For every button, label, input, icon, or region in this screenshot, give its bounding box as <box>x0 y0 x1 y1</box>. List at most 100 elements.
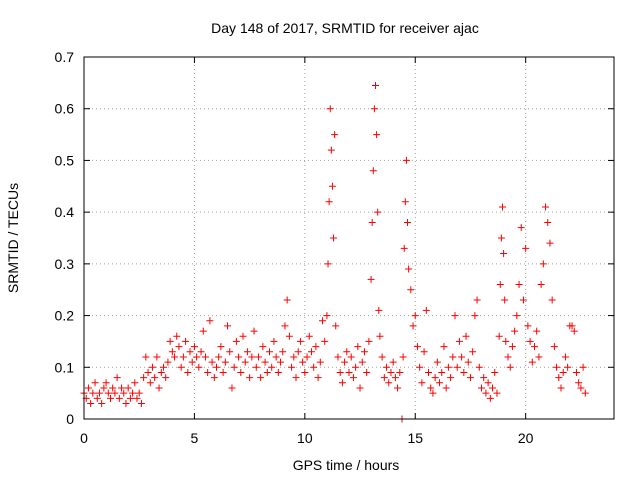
data-point <box>517 224 525 232</box>
data-point <box>254 353 262 361</box>
data-point <box>237 368 245 376</box>
data-point <box>564 363 572 371</box>
data-point <box>363 368 371 376</box>
data-point <box>504 353 512 361</box>
data-point <box>326 105 334 113</box>
data-point <box>292 374 300 382</box>
data-point <box>380 374 388 382</box>
data-point <box>436 379 444 387</box>
data-point <box>506 363 514 371</box>
data-point <box>217 343 225 351</box>
data-point <box>197 348 205 356</box>
data-point <box>400 244 408 252</box>
data-point <box>281 322 289 330</box>
data-point <box>515 281 523 289</box>
data-point <box>201 353 209 361</box>
data-point <box>511 327 519 335</box>
data-point <box>133 394 141 402</box>
data-point <box>301 368 309 376</box>
data-point <box>252 363 260 371</box>
data-point <box>243 348 251 356</box>
data-point <box>539 260 547 268</box>
data-point <box>349 374 357 382</box>
data-point <box>460 368 468 376</box>
data-point <box>413 343 421 351</box>
data-point <box>486 394 494 402</box>
data-point <box>113 374 121 382</box>
data-point <box>438 368 446 376</box>
data-point <box>248 353 256 361</box>
data-point <box>451 312 459 320</box>
data-point <box>399 353 407 361</box>
data-point <box>409 322 417 330</box>
data-point <box>501 296 509 304</box>
data-point <box>299 358 307 366</box>
data-point <box>241 358 249 366</box>
y-tick-label: 0.5 <box>55 152 75 168</box>
data-point <box>142 353 150 361</box>
data-point <box>263 368 271 376</box>
data-point <box>268 363 276 371</box>
data-point <box>542 203 550 211</box>
data-point <box>374 208 382 216</box>
data-point <box>522 244 530 252</box>
x-axis-label: GPS time / hours <box>293 457 400 473</box>
data-point <box>146 379 154 387</box>
data-point <box>87 399 95 407</box>
data-point <box>352 363 360 371</box>
data-point <box>449 353 457 361</box>
data-point <box>175 343 183 351</box>
data-point <box>155 384 163 392</box>
data-point <box>272 353 280 361</box>
data-point <box>107 394 114 402</box>
data-point <box>429 389 437 397</box>
data-point <box>535 353 543 361</box>
data-point <box>493 389 501 397</box>
data-point <box>296 337 304 345</box>
data-point <box>118 384 126 392</box>
data-point <box>173 332 181 340</box>
data-point <box>104 389 112 397</box>
data-point <box>208 358 216 366</box>
data-point <box>109 384 117 392</box>
data-point <box>431 374 439 382</box>
data-point <box>548 296 556 304</box>
data-point <box>310 363 318 371</box>
data-point <box>427 384 435 392</box>
data-point <box>546 239 554 247</box>
data-point <box>206 317 214 325</box>
data-point <box>495 332 503 340</box>
grid <box>84 57 614 419</box>
data-point <box>323 312 331 320</box>
data-series-srmtid <box>80 81 589 423</box>
data-point <box>330 234 338 242</box>
data-point <box>266 348 273 356</box>
data-point <box>383 363 391 371</box>
data-point <box>168 348 176 356</box>
data-point <box>102 379 110 387</box>
data-point <box>407 286 415 294</box>
data-point <box>341 358 349 366</box>
data-point <box>347 353 355 361</box>
data-point <box>84 384 92 392</box>
data-point <box>131 379 139 387</box>
data-point <box>290 353 298 361</box>
data-point <box>526 337 534 345</box>
data-point <box>442 384 450 392</box>
data-point <box>314 374 322 382</box>
data-point <box>568 322 576 330</box>
data-point <box>519 296 527 304</box>
data-point <box>533 327 541 335</box>
data-point <box>122 399 130 407</box>
data-point <box>195 363 203 371</box>
data-point <box>354 343 362 351</box>
data-point <box>469 348 477 356</box>
data-point <box>360 348 368 356</box>
data-point <box>500 250 508 258</box>
data-point <box>416 363 424 371</box>
y-tick-label: 0.4 <box>55 204 75 220</box>
data-point <box>405 265 413 273</box>
data-point <box>375 306 383 314</box>
data-point <box>325 198 333 206</box>
data-point <box>343 348 351 356</box>
